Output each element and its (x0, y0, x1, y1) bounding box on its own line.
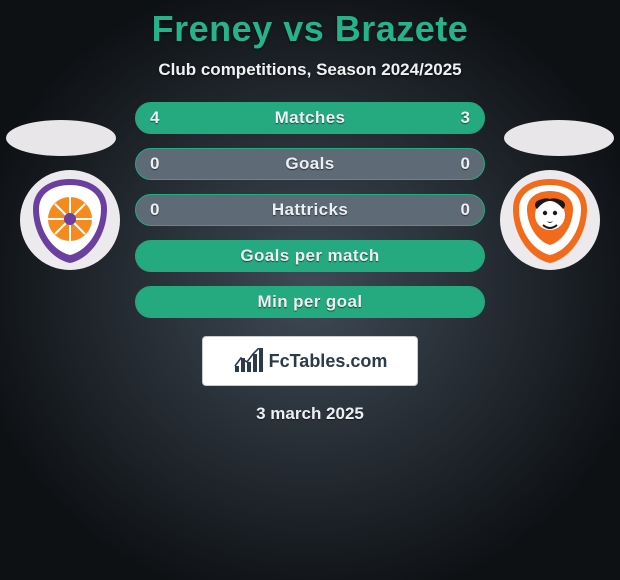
comparison-card: Freney vs Brazete Club competitions, Sea… (0, 0, 620, 580)
stat-left-value: 0 (150, 200, 159, 220)
stat-right-value: 0 (461, 200, 470, 220)
stat-row-goals: 0 Goals 0 (135, 148, 485, 180)
stat-label: Goals (285, 154, 334, 174)
stat-right-value: 0 (461, 154, 470, 174)
stat-label: Goals per match (240, 246, 379, 266)
subtitle: Club competitions, Season 2024/2025 (158, 60, 461, 80)
page-title: Freney vs Brazete (152, 8, 469, 50)
stat-row-goals-per-match: Goals per match (135, 240, 485, 272)
stats-container: 4 Matches 3 0 Goals 0 0 Hattricks 0 Goal… (135, 102, 485, 318)
stat-label: Min per goal (258, 292, 363, 312)
left-top-oval (6, 120, 116, 156)
barchart-icon (233, 348, 263, 374)
perth-glory-icon (25, 175, 115, 265)
right-top-oval (504, 120, 614, 156)
as-of-date: 3 march 2025 (256, 404, 364, 424)
stat-label: Hattricks (272, 200, 348, 220)
left-club-badge (20, 170, 120, 270)
attribution-banner: FcTables.com (202, 336, 418, 386)
brisbane-roar-icon (505, 175, 595, 265)
stat-label: Matches (275, 108, 346, 128)
stat-row-hattricks: 0 Hattricks 0 (135, 194, 485, 226)
stat-row-min-per-goal: Min per goal (135, 286, 485, 318)
stat-row-matches: 4 Matches 3 (135, 102, 485, 134)
stat-left-value: 4 (150, 108, 159, 128)
right-club-badge (500, 170, 600, 270)
stat-right-value: 3 (461, 108, 470, 128)
stat-left-value: 0 (150, 154, 159, 174)
attribution-text: FcTables.com (269, 351, 388, 372)
